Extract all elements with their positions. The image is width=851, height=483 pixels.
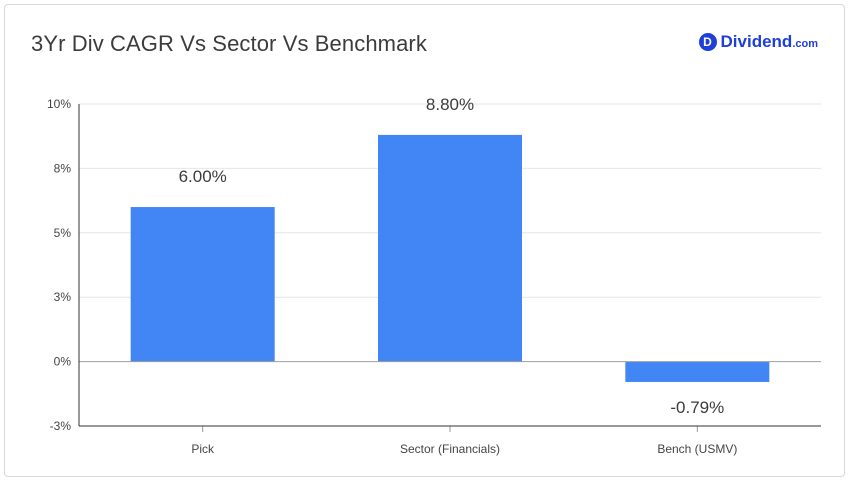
brand-suffix: .com	[792, 38, 818, 50]
chart-title: 3Yr Div CAGR Vs Sector Vs Benchmark	[31, 31, 427, 56]
data-label: -0.79%	[670, 398, 724, 417]
bar	[625, 361, 770, 382]
y-tick-label: 10%	[47, 97, 71, 111]
axes	[78, 104, 821, 432]
y-tick-label: 0%	[54, 355, 72, 369]
bar	[378, 134, 522, 362]
y-tick-label: -3%	[50, 419, 72, 433]
bars	[130, 134, 770, 382]
labels: 10% 8% 5% 3% 0% -3% 6.00% Pick 8.80% Sector (Fina…	[47, 95, 737, 456]
y-tick-label: 3%	[54, 290, 72, 304]
y-tick-label: 5%	[54, 226, 72, 240]
y-tick-label: 8%	[54, 161, 72, 175]
x-category-label: Pick	[191, 442, 215, 456]
bar	[130, 207, 275, 362]
x-category-label: Sector (Financials)	[400, 442, 500, 456]
data-label: 6.00%	[179, 167, 227, 186]
brand-logo: D Dividend .com	[698, 32, 818, 52]
data-label: 8.80%	[426, 95, 474, 114]
brand-name: Dividend	[720, 32, 793, 51]
dividend-logo-icon: D	[698, 33, 717, 51]
x-category-label: Bench (USMV)	[657, 442, 737, 456]
